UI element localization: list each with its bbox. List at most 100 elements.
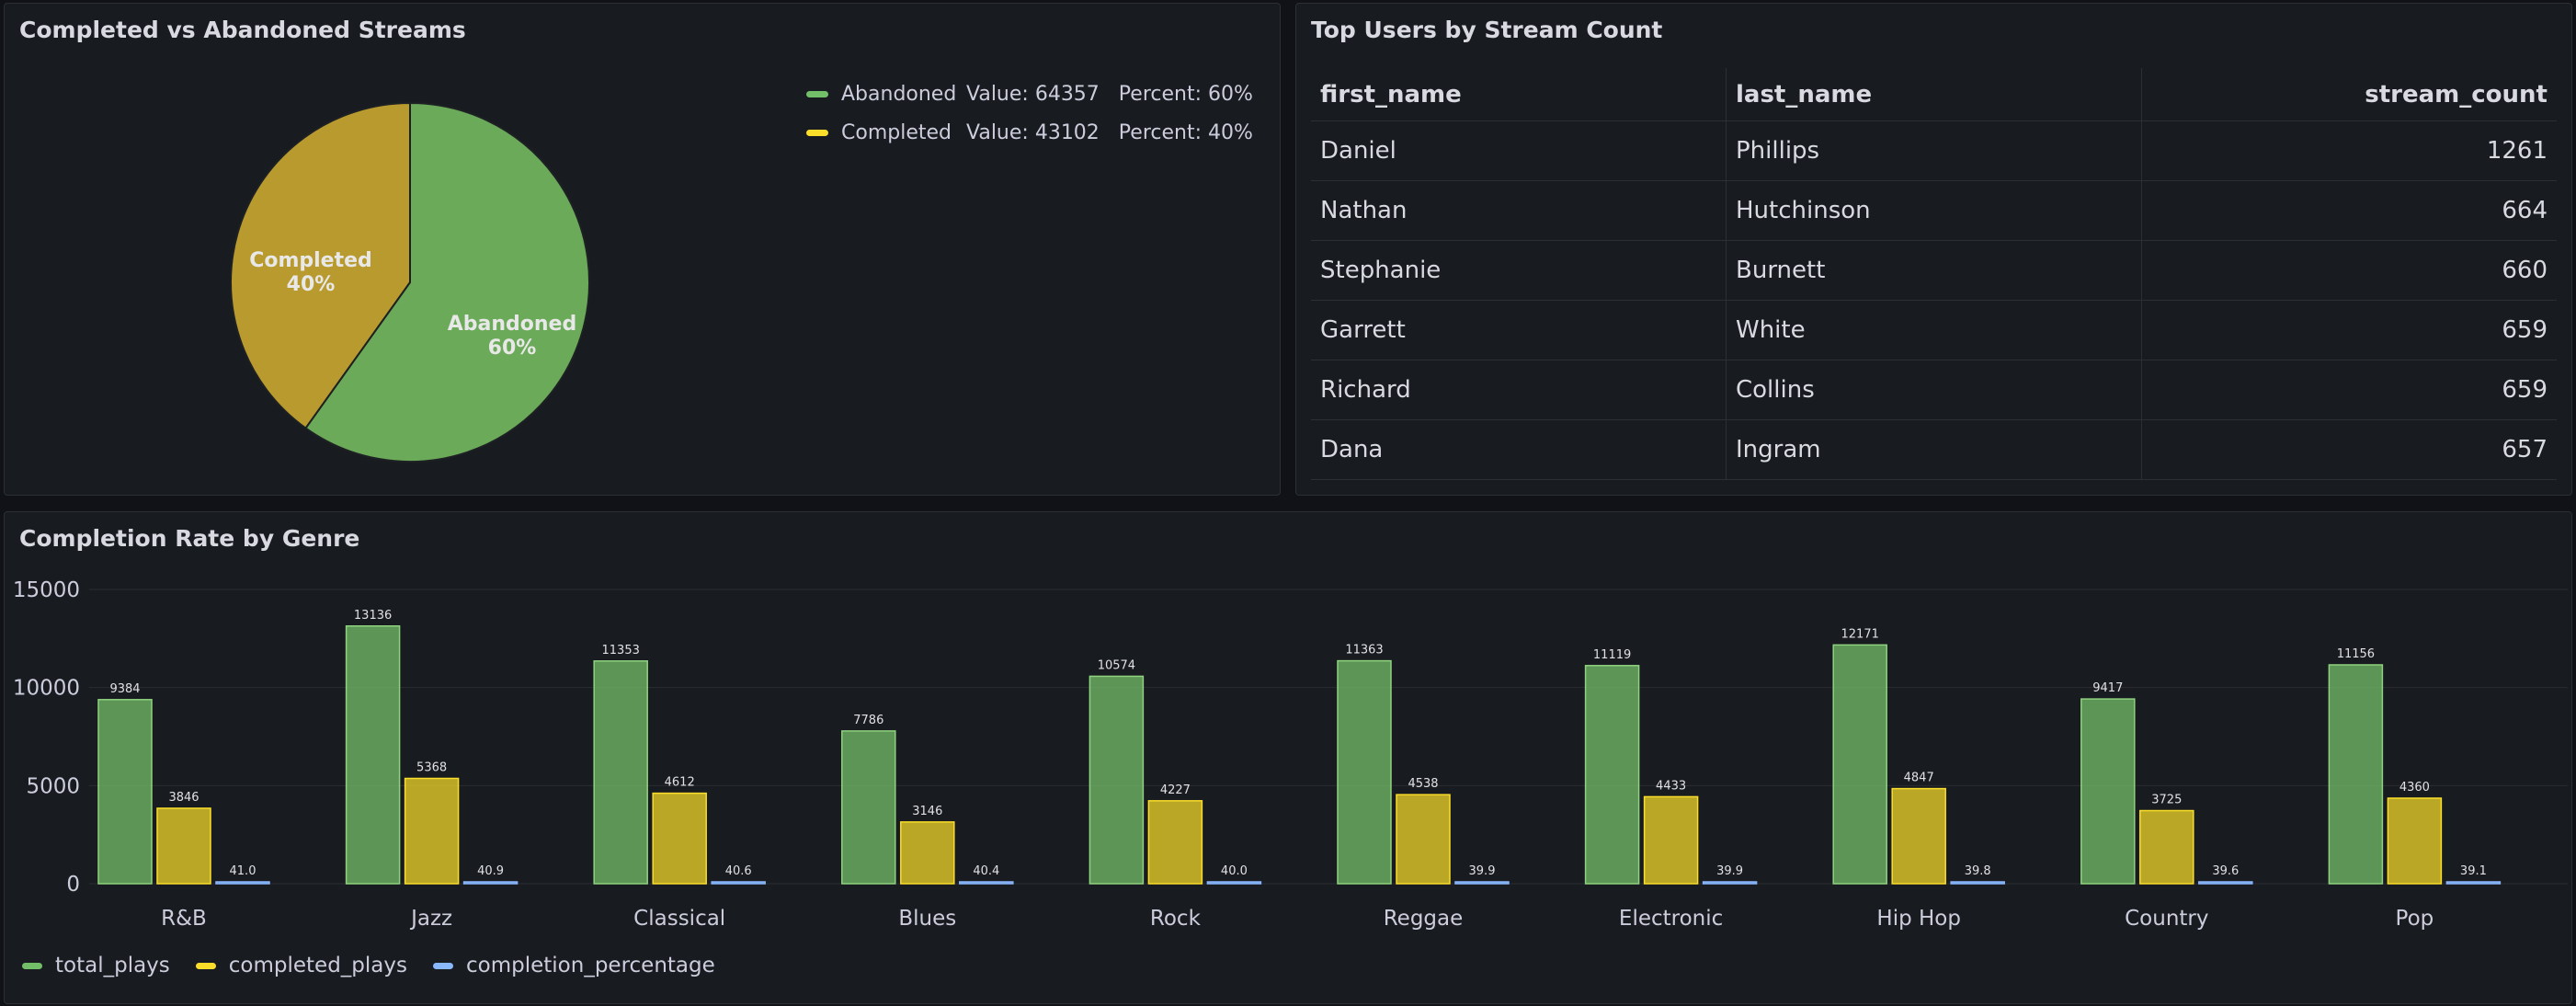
- legend-swatch: [195, 962, 216, 969]
- bar-completed_plays[interactable]: [1891, 787, 1946, 885]
- bar-total_plays[interactable]: [2080, 698, 2136, 885]
- bar-completion_percentage[interactable]: [959, 881, 1014, 885]
- bar-total_plays[interactable]: [97, 699, 153, 885]
- bar-total_plays[interactable]: [1832, 644, 1887, 885]
- x-tick-label: Blues: [898, 907, 956, 931]
- column-header-first-name[interactable]: first_name: [1311, 68, 1727, 120]
- bar-completed_plays[interactable]: [404, 777, 460, 885]
- legend-percent: Percent: 40%: [1118, 121, 1253, 144]
- legend-swatch: [433, 962, 453, 969]
- bar-total_plays[interactable]: [345, 625, 401, 885]
- bar-value-label: 39.1: [2460, 864, 2487, 878]
- cell-stream-count: 659: [2502, 316, 2548, 344]
- bar-value-label: 40.0: [1221, 864, 1248, 878]
- bar-value-label: 40.6: [725, 864, 752, 878]
- bar-chart: 0 5000 10000 15000 9384 3846 41.0 R&B 13136 5368 4…: [13, 578, 2568, 931]
- bar-value-label: 3846: [168, 791, 199, 805]
- bar-total_plays[interactable]: [841, 730, 896, 885]
- x-tick-label: Classical: [633, 907, 725, 931]
- bar-total_plays[interactable]: [1584, 665, 1640, 885]
- x-tick-label: Jazz: [409, 907, 452, 931]
- x-tick-label: Hip Hop: [1876, 907, 1961, 931]
- bar-value-label: 40.4: [973, 864, 999, 878]
- bar-completion_percentage[interactable]: [1950, 881, 2005, 885]
- bar-completed_plays[interactable]: [2387, 797, 2443, 885]
- bar-completion_percentage[interactable]: [215, 881, 270, 885]
- legend-label: completion_percentage: [466, 954, 715, 977]
- bar-value-label: 4612: [665, 776, 695, 790]
- x-tick-label: Country: [2125, 907, 2208, 931]
- bar-completion_percentage[interactable]: [1206, 881, 1262, 885]
- bar-total_plays[interactable]: [2328, 664, 2384, 885]
- bar-value-label: 9417: [2092, 681, 2123, 695]
- bar-completion_percentage[interactable]: [2445, 881, 2502, 885]
- cell-first-name: Daniel: [1311, 121, 1727, 180]
- table-row: Richard Collins 659: [1311, 360, 2557, 420]
- table-row: Daniel Phillips 1261: [1311, 121, 2557, 181]
- pie-slice-percent: 60%: [488, 337, 537, 360]
- cell-first-name: Nathan: [1311, 181, 1727, 240]
- bar-completion_percentage[interactable]: [2198, 881, 2253, 885]
- users-table: first_name last_name stream_count Daniel…: [1311, 68, 2557, 480]
- cell-last-name: Burnett: [1727, 241, 2142, 300]
- bar-total_plays[interactable]: [593, 660, 648, 885]
- panel-title: Completion Rate by Genre: [19, 525, 360, 552]
- legend-item-completed[interactable]: Completed Value: 43102 Percent: 40%: [806, 121, 1253, 144]
- table-row: Dana Ingram 657: [1311, 420, 2557, 480]
- legend-item-completed_plays[interactable]: completed_plays: [195, 954, 407, 977]
- bar-completed_plays[interactable]: [1147, 800, 1203, 885]
- table-row: Nathan Hutchinson 664: [1311, 181, 2557, 241]
- bar-chart-legend: total_plays completed_plays completion_per…: [22, 954, 715, 977]
- bar-value-label: 4360: [2399, 781, 2430, 795]
- bar-value-label: 10574: [1098, 658, 1135, 672]
- bar-completed_plays[interactable]: [900, 821, 955, 885]
- bar-value-label: 11353: [602, 644, 640, 657]
- bar-value-label: 4538: [1408, 777, 1438, 791]
- bar-completion_percentage[interactable]: [1454, 881, 1510, 885]
- legend-label: Completed: [841, 121, 952, 144]
- x-tick-label: Rock: [1150, 907, 1202, 931]
- bar-value-label: 11156: [2337, 647, 2375, 661]
- cell-last-name: Phillips: [1727, 121, 2142, 180]
- bar-value-label: 4433: [1656, 779, 1686, 793]
- bar-value-label: 3725: [2151, 794, 2182, 807]
- bar-completed_plays[interactable]: [2139, 809, 2194, 885]
- column-header-last-name[interactable]: last_name: [1727, 68, 2142, 120]
- legend-item-abandoned[interactable]: Abandoned Value: 64357 Percent: 60%: [806, 83, 1253, 106]
- table-header: first_name last_name stream_count: [1311, 68, 2557, 121]
- bar-completed_plays[interactable]: [652, 792, 707, 885]
- legend-label: completed_plays: [228, 954, 407, 977]
- bar-completion_percentage[interactable]: [711, 881, 766, 885]
- bar-completion_percentage[interactable]: [462, 881, 519, 885]
- bar-value-label: 40.9: [477, 864, 504, 878]
- bar-value-label: 3146: [912, 805, 942, 818]
- cell-stream-count: 664: [2502, 197, 2548, 224]
- legend-swatch: [22, 962, 42, 969]
- cell-stream-count: 660: [2502, 257, 2548, 284]
- x-tick-label: Pop: [2396, 907, 2434, 931]
- legend-item-total_plays[interactable]: total_plays: [22, 954, 170, 977]
- cell-first-name: Garrett: [1311, 301, 1727, 360]
- bar-value-label: 39.8: [1965, 864, 1991, 878]
- pie-slice-label: Completed: [249, 249, 372, 272]
- bar-value-label: 4847: [1904, 772, 1934, 785]
- bar-completed_plays[interactable]: [1396, 794, 1451, 885]
- bar-total_plays[interactable]: [1337, 659, 1392, 885]
- bar-value-label: 39.6: [2212, 864, 2239, 878]
- bar-completion_percentage[interactable]: [1702, 881, 1758, 885]
- bar-total_plays[interactable]: [1089, 675, 1145, 885]
- pie-slice-abandoned[interactable]: [304, 101, 590, 463]
- cell-stream-count: 659: [2502, 376, 2548, 404]
- pie-chart-panel: Completed vs Abandoned Streams Completed…: [4, 3, 1281, 496]
- legend-swatch: [806, 130, 828, 136]
- legend-item-completion_percentage[interactable]: completion_percentage: [433, 954, 715, 977]
- bar-value-label: 7786: [853, 714, 883, 727]
- bar-completed_plays[interactable]: [1643, 795, 1699, 885]
- bar-completed_plays[interactable]: [156, 807, 211, 885]
- x-tick-label: Reggae: [1384, 907, 1464, 931]
- legend-percent: Percent: 60%: [1118, 83, 1253, 106]
- pie-slice-completed[interactable]: [230, 101, 411, 429]
- column-header-stream-count[interactable]: stream_count: [2365, 80, 2548, 109]
- x-tick-label: R&B: [161, 907, 207, 931]
- y-tick-label: 15000: [13, 578, 80, 602]
